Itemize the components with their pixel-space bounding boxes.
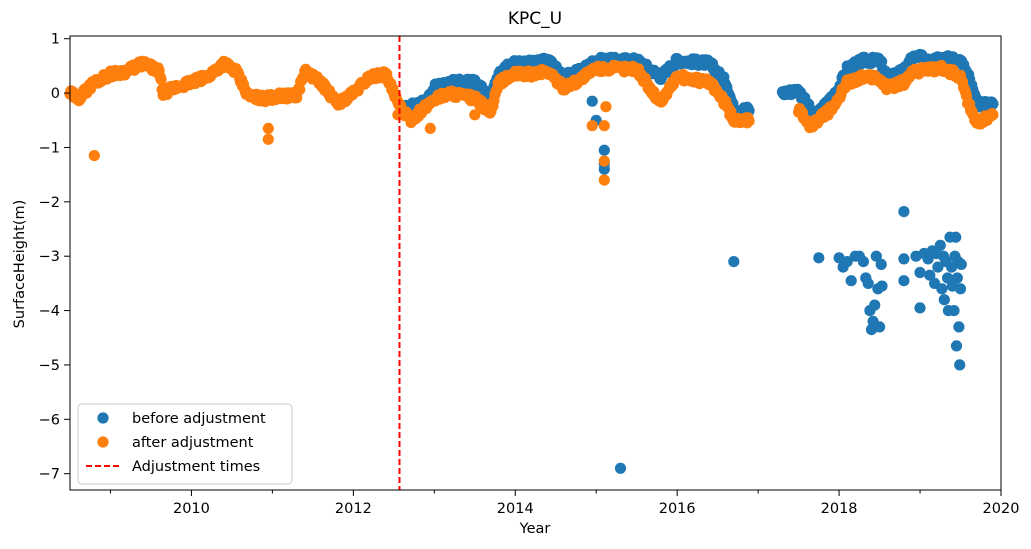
data-point [953,321,965,333]
y-tick-label: −6 [39,412,60,428]
legend: before adjustment after adjustment Adjus… [77,403,293,485]
data-point [857,256,870,268]
data-point [898,206,910,218]
x-tick-label: 2018 [821,501,858,517]
x-tick-label: 2016 [659,501,696,517]
legend-frame [77,403,293,485]
data-point [932,261,944,273]
data-point [586,120,598,132]
data-point [950,231,962,243]
data-point [262,122,274,134]
data-point [936,283,948,295]
data-point [262,133,274,145]
y-tick-label: 0 [51,86,60,102]
data-point [942,272,954,284]
y-axis-label: SurfaceHeight(m) [12,200,28,329]
x-tick-label: 2020 [983,501,1020,517]
data-point [870,250,882,262]
data-point [898,253,910,265]
y-tick-label: −3 [39,249,60,265]
data-point [598,155,610,167]
plot-area [64,36,999,490]
data-point [948,305,960,317]
data-point [88,150,100,162]
data-point [424,122,436,134]
data-point [954,359,966,371]
data-point [874,321,886,333]
legend-marker-after [97,436,109,448]
y-tick-label: 1 [51,32,60,48]
data-point [954,283,967,295]
y-tick-label: −5 [39,358,60,374]
data-point [950,340,963,352]
series-after-adjustment [64,55,999,186]
axes: 2010 2012 2014 2016 2018 2020 1 0 −1 −2 −3 −4 −5 −6 −7 [39,32,1020,517]
x-axis-label: Year [519,521,551,537]
data-point [614,462,627,474]
data-point [951,272,963,284]
data-point [155,73,167,85]
chart-title: KPC_U [508,9,562,29]
data-point [841,256,853,268]
data-point [955,258,967,270]
data-point [294,84,306,96]
data-point [600,101,612,113]
data-point [469,109,481,121]
data-point [898,275,910,287]
y-tick-label: −7 [39,467,60,483]
legend-label-before: before adjustment [132,411,266,427]
legend-label-after: after adjustment [132,435,254,451]
data-point [875,258,887,270]
y-tick-label: −2 [39,195,60,211]
data-point [987,109,999,121]
data-point [869,299,881,311]
data-point [924,269,936,281]
data-point [862,277,874,289]
data-point [914,266,926,279]
y-tick-label: −4 [39,304,60,320]
legend-marker-before [97,412,109,424]
data-point [392,109,404,121]
data-point [914,302,926,314]
axes-frame [69,35,1002,491]
data-point [938,294,950,306]
data-point [598,120,610,132]
data-point [876,280,888,292]
x-tick-label: 2012 [335,501,372,517]
x-tick-label: 2010 [173,501,210,517]
data-point [728,256,740,268]
data-point [586,95,598,107]
x-tick-label: 2014 [497,501,534,517]
data-point [934,239,946,251]
data-point [845,275,857,287]
y-tick-label: −1 [39,140,60,156]
data-point [598,174,610,186]
data-point [598,144,610,156]
data-point [743,115,755,127]
data-point [813,252,825,264]
data-point [987,98,999,110]
legend-label-adjustment: Adjustment times [132,459,260,475]
